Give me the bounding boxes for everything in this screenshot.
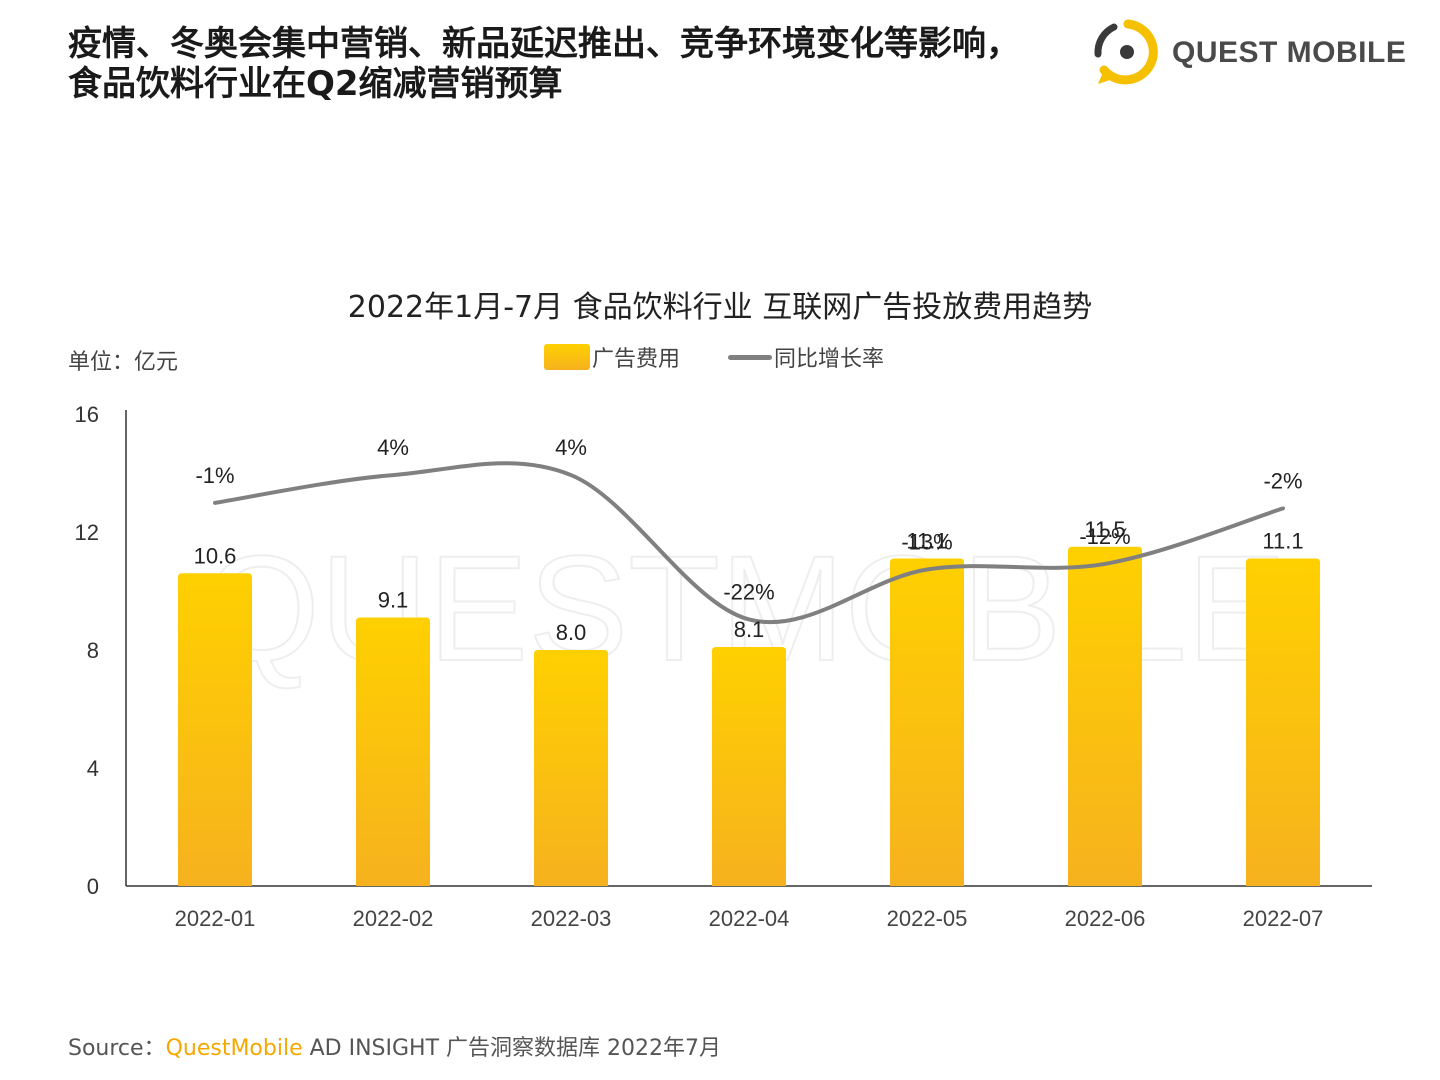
unit-label: 单位：亿元 [68, 350, 179, 375]
headline-line-1: 疫情、冬奥会集中营销、新品延迟推出、竞争环境变化等影响， [68, 24, 1020, 64]
x-tick-label: 2022-05 [887, 906, 968, 931]
x-tick-label: 2022-03 [531, 906, 612, 931]
bar [356, 617, 430, 886]
headline-line-2: 食品饮料行业在Q2缩减营销预算 [68, 64, 563, 104]
bar-value-label: 10.6 [194, 543, 237, 568]
x-tick-label: 2022-07 [1243, 906, 1324, 931]
y-tick-label: 12 [75, 520, 99, 545]
x-tick-label: 2022-04 [709, 906, 790, 931]
legend-bar-swatch [544, 344, 590, 370]
x-tick-label: 2022-01 [175, 906, 256, 931]
y-tick-label: 0 [87, 874, 99, 899]
y-tick-label: 4 [87, 756, 99, 781]
legend: 广告费用 同比增长率 [544, 340, 884, 374]
bar [1068, 546, 1142, 886]
legend-line-swatch [728, 354, 773, 360]
source-note: Source：QuestMobile AD INSIGHT 广告洞察数据库 20… [68, 1030, 721, 1062]
bar [178, 573, 252, 886]
source-prefix: Source： [68, 1036, 166, 1061]
y-tick-label: 16 [75, 402, 99, 427]
bar [534, 650, 608, 886]
growth-rate-label: 4% [377, 435, 409, 460]
bar-value-label: 11.1 [906, 529, 947, 554]
headline: 疫情、冬奥会集中营销、新品延迟推出、竞争环境变化等影响， 食品饮料行业在Q2缩减… [68, 24, 1068, 104]
growth-rate-line [213, 461, 1285, 625]
bar [890, 558, 964, 886]
bar-value-label: 8.1 [734, 617, 765, 642]
growth-rate-label: -2% [1263, 468, 1302, 493]
growth-rate-label: -1% [195, 463, 234, 488]
quest-mobile-logo: QUEST MOBILE [1090, 18, 1406, 88]
source-rest: AD INSIGHT 广告洞察数据库 2022年7月 [302, 1036, 722, 1061]
logo-text: QUEST MOBILE [1172, 36, 1407, 69]
bar [1246, 558, 1320, 886]
growth-rate-label: -22% [723, 579, 774, 604]
legend-label-bar: 广告费用 [592, 347, 681, 372]
growth-rate-label: -12% [1079, 524, 1130, 549]
source-brand: QuestMobile [165, 1036, 303, 1061]
chart-title: 2022年1月-7月 食品饮料行业 互联网广告投放费用趋势 [347, 290, 1093, 325]
x-tick-label: 2022-02 [353, 906, 434, 931]
y-tick-label: 8 [87, 638, 99, 663]
x-tick-label: 2022-06 [1065, 906, 1146, 931]
quest-mobile-logo-icon [1094, 19, 1158, 85]
bar [712, 647, 786, 886]
bar-value-label: 9.1 [378, 588, 409, 613]
growth-rate-label: 4% [555, 435, 587, 460]
legend-label-line: 同比增长率 [774, 347, 885, 372]
bar-value-label: 11.1 [1262, 529, 1303, 554]
growth-rate-label: -13% [901, 529, 952, 554]
bar-value-label: 11.5 [1084, 517, 1125, 542]
bar-value-label: 8.0 [556, 620, 587, 645]
